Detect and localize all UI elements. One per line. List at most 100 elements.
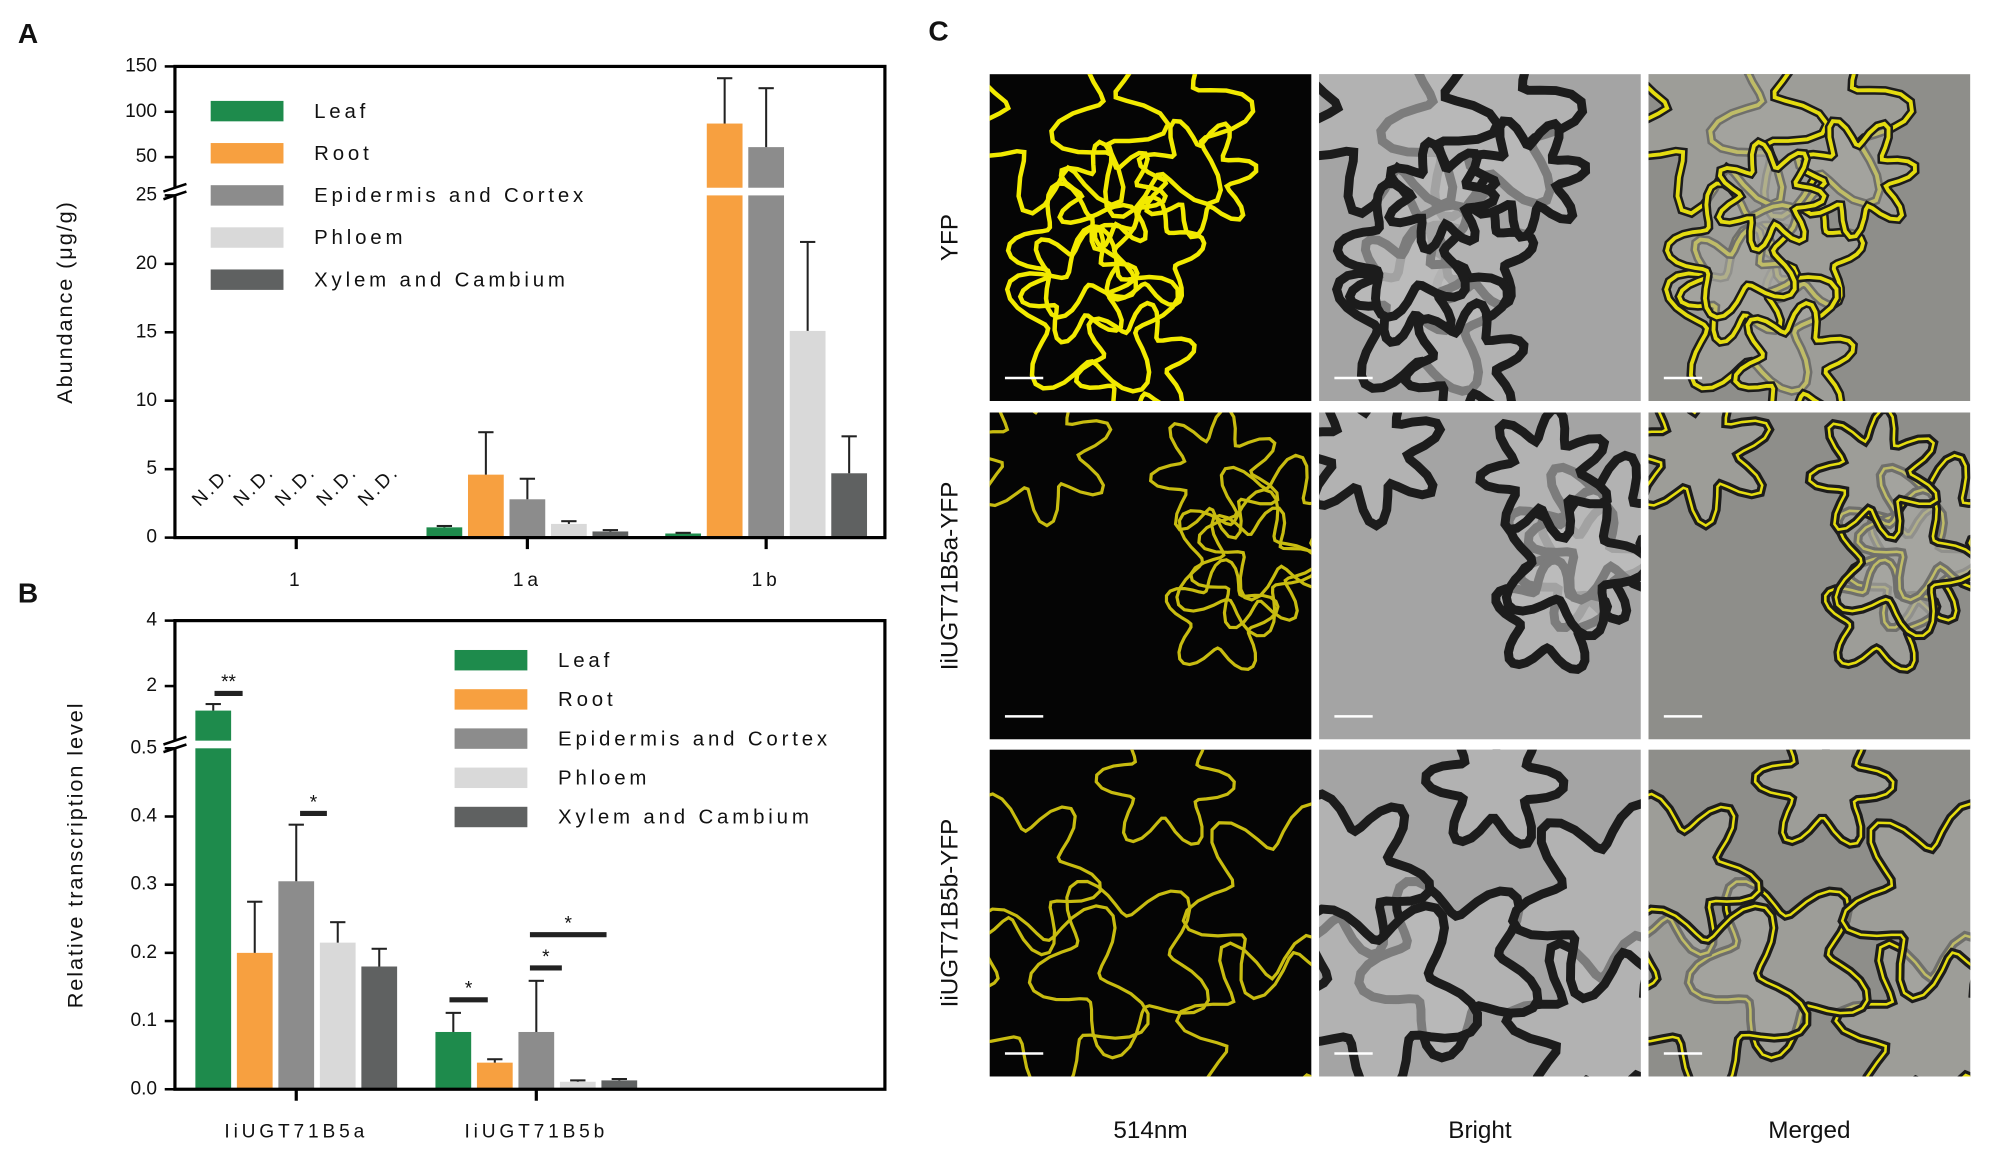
legend-label: Xylem and Cambium	[314, 269, 569, 291]
cell-outline	[1189, 506, 1312, 630]
cell-outline	[1733, 300, 1856, 401]
micrograph	[1319, 412, 1641, 740]
y-tick-label: 0.2	[130, 942, 157, 963]
bar	[831, 473, 868, 538]
cell-outline	[1057, 139, 1169, 253]
bar	[559, 1081, 596, 1090]
micrograph-bg	[989, 749, 1312, 1077]
cell-outline	[1017, 225, 1140, 345]
y-axis-label: Abundance (μg/g)	[52, 200, 77, 404]
bar	[550, 523, 587, 538]
legend-label: Root	[314, 143, 372, 165]
legend-swatch	[454, 689, 528, 710]
bar	[278, 881, 315, 1090]
axis-break-gap	[171, 187, 179, 196]
legend-swatch	[454, 728, 528, 749]
bar-lower	[706, 195, 743, 538]
cell-wall	[1319, 412, 1446, 531]
significance-label: *	[465, 979, 473, 1000]
cell-outline	[1094, 749, 1236, 846]
legend-label: Phloem	[314, 227, 406, 249]
y-tick-label: 0.4	[130, 806, 157, 827]
bar-upper	[706, 123, 743, 188]
y-tick-label: 0.5	[130, 737, 157, 758]
cell-wall	[1319, 901, 1483, 1077]
cell-outline	[1027, 879, 1210, 1060]
legend-swatch	[454, 649, 528, 671]
column-label: Bright	[1448, 1117, 1512, 1144]
cell-wall	[1501, 930, 1641, 1077]
bar	[601, 1080, 638, 1090]
legend-swatch	[210, 185, 284, 206]
value-label: N.D.	[271, 462, 320, 511]
y-tick-label: 15	[136, 321, 157, 342]
legend-label: Epidermis and Cortex	[314, 185, 587, 207]
axis-break-mark	[163, 735, 187, 746]
cell-outline	[1834, 934, 1971, 1077]
cell-outline	[1795, 119, 1917, 240]
cell-outline	[989, 412, 1113, 528]
cell-outline	[1197, 453, 1312, 602]
cell-wall	[1463, 116, 1591, 242]
micrograph	[1648, 749, 1971, 1077]
bar	[592, 531, 629, 538]
y-tick-label: 0.3	[130, 874, 157, 895]
panel-label: C	[928, 16, 948, 47]
bar	[509, 499, 546, 538]
cell-outline	[1005, 181, 1140, 320]
cell-wall	[1507, 799, 1641, 1004]
bar	[361, 966, 398, 1090]
micrograph	[989, 749, 1312, 1077]
value-label: N.D.	[188, 462, 237, 511]
y-tick-label: 20	[136, 253, 157, 274]
value-label: N.D.	[313, 462, 362, 511]
bar	[476, 1062, 513, 1090]
cell-outline	[1181, 802, 1312, 1001]
legend-swatch	[454, 767, 528, 789]
column-label: Merged	[1768, 1117, 1850, 1144]
value-label: N.D.	[230, 462, 279, 511]
column-label: 514nm	[1113, 1117, 1187, 1144]
significance-label: *	[310, 792, 318, 813]
legend-swatch	[210, 269, 284, 290]
y-tick-label: 100	[125, 101, 157, 122]
legend-label: Epidermis and Cortex	[558, 728, 831, 750]
micrograph	[989, 74, 1312, 401]
cell-outline	[1049, 74, 1256, 219]
bar-lower	[195, 748, 232, 1090]
y-tick-label: 50	[136, 146, 157, 167]
bar	[426, 527, 463, 538]
bar-lower	[748, 195, 785, 538]
y-tick-label: 0.1	[130, 1010, 157, 1031]
legend-label: Xylem and Cambium	[558, 807, 813, 829]
axis-break-gap	[171, 740, 179, 749]
cell-outline	[989, 74, 1171, 216]
y-tick-label: 2	[146, 675, 157, 696]
x-tick-label: IiUGT71B5a	[224, 1122, 368, 1143]
cell-outline	[1753, 749, 1895, 846]
cell-outline	[989, 792, 1102, 957]
micrograph	[1648, 412, 1971, 740]
cell-outline	[1840, 802, 1971, 1000]
legend-swatch	[210, 100, 284, 122]
legend-label: Leaf	[558, 650, 613, 672]
cell-outline	[1174, 933, 1312, 1077]
row-label: IiUGT71B5a-YFP	[937, 482, 964, 671]
cell-outline	[1648, 412, 1772, 528]
bar	[789, 330, 826, 538]
legend-label: Phloem	[558, 767, 650, 789]
y-tick-label: 10	[136, 390, 157, 411]
x-tick-label: 1b	[752, 570, 781, 591]
plot-frame	[173, 64, 887, 540]
y-tick-label: 4	[146, 610, 157, 631]
significance-label: **	[221, 672, 236, 693]
cell-wall	[1384, 136, 1501, 255]
legend-swatch	[454, 806, 528, 828]
cell-wall	[1401, 298, 1529, 401]
panel-label: A	[18, 18, 38, 49]
legend-swatch	[210, 227, 284, 248]
cell-outline	[1148, 412, 1280, 540]
cell-outline	[1716, 139, 1827, 252]
legend-swatch	[210, 143, 284, 164]
